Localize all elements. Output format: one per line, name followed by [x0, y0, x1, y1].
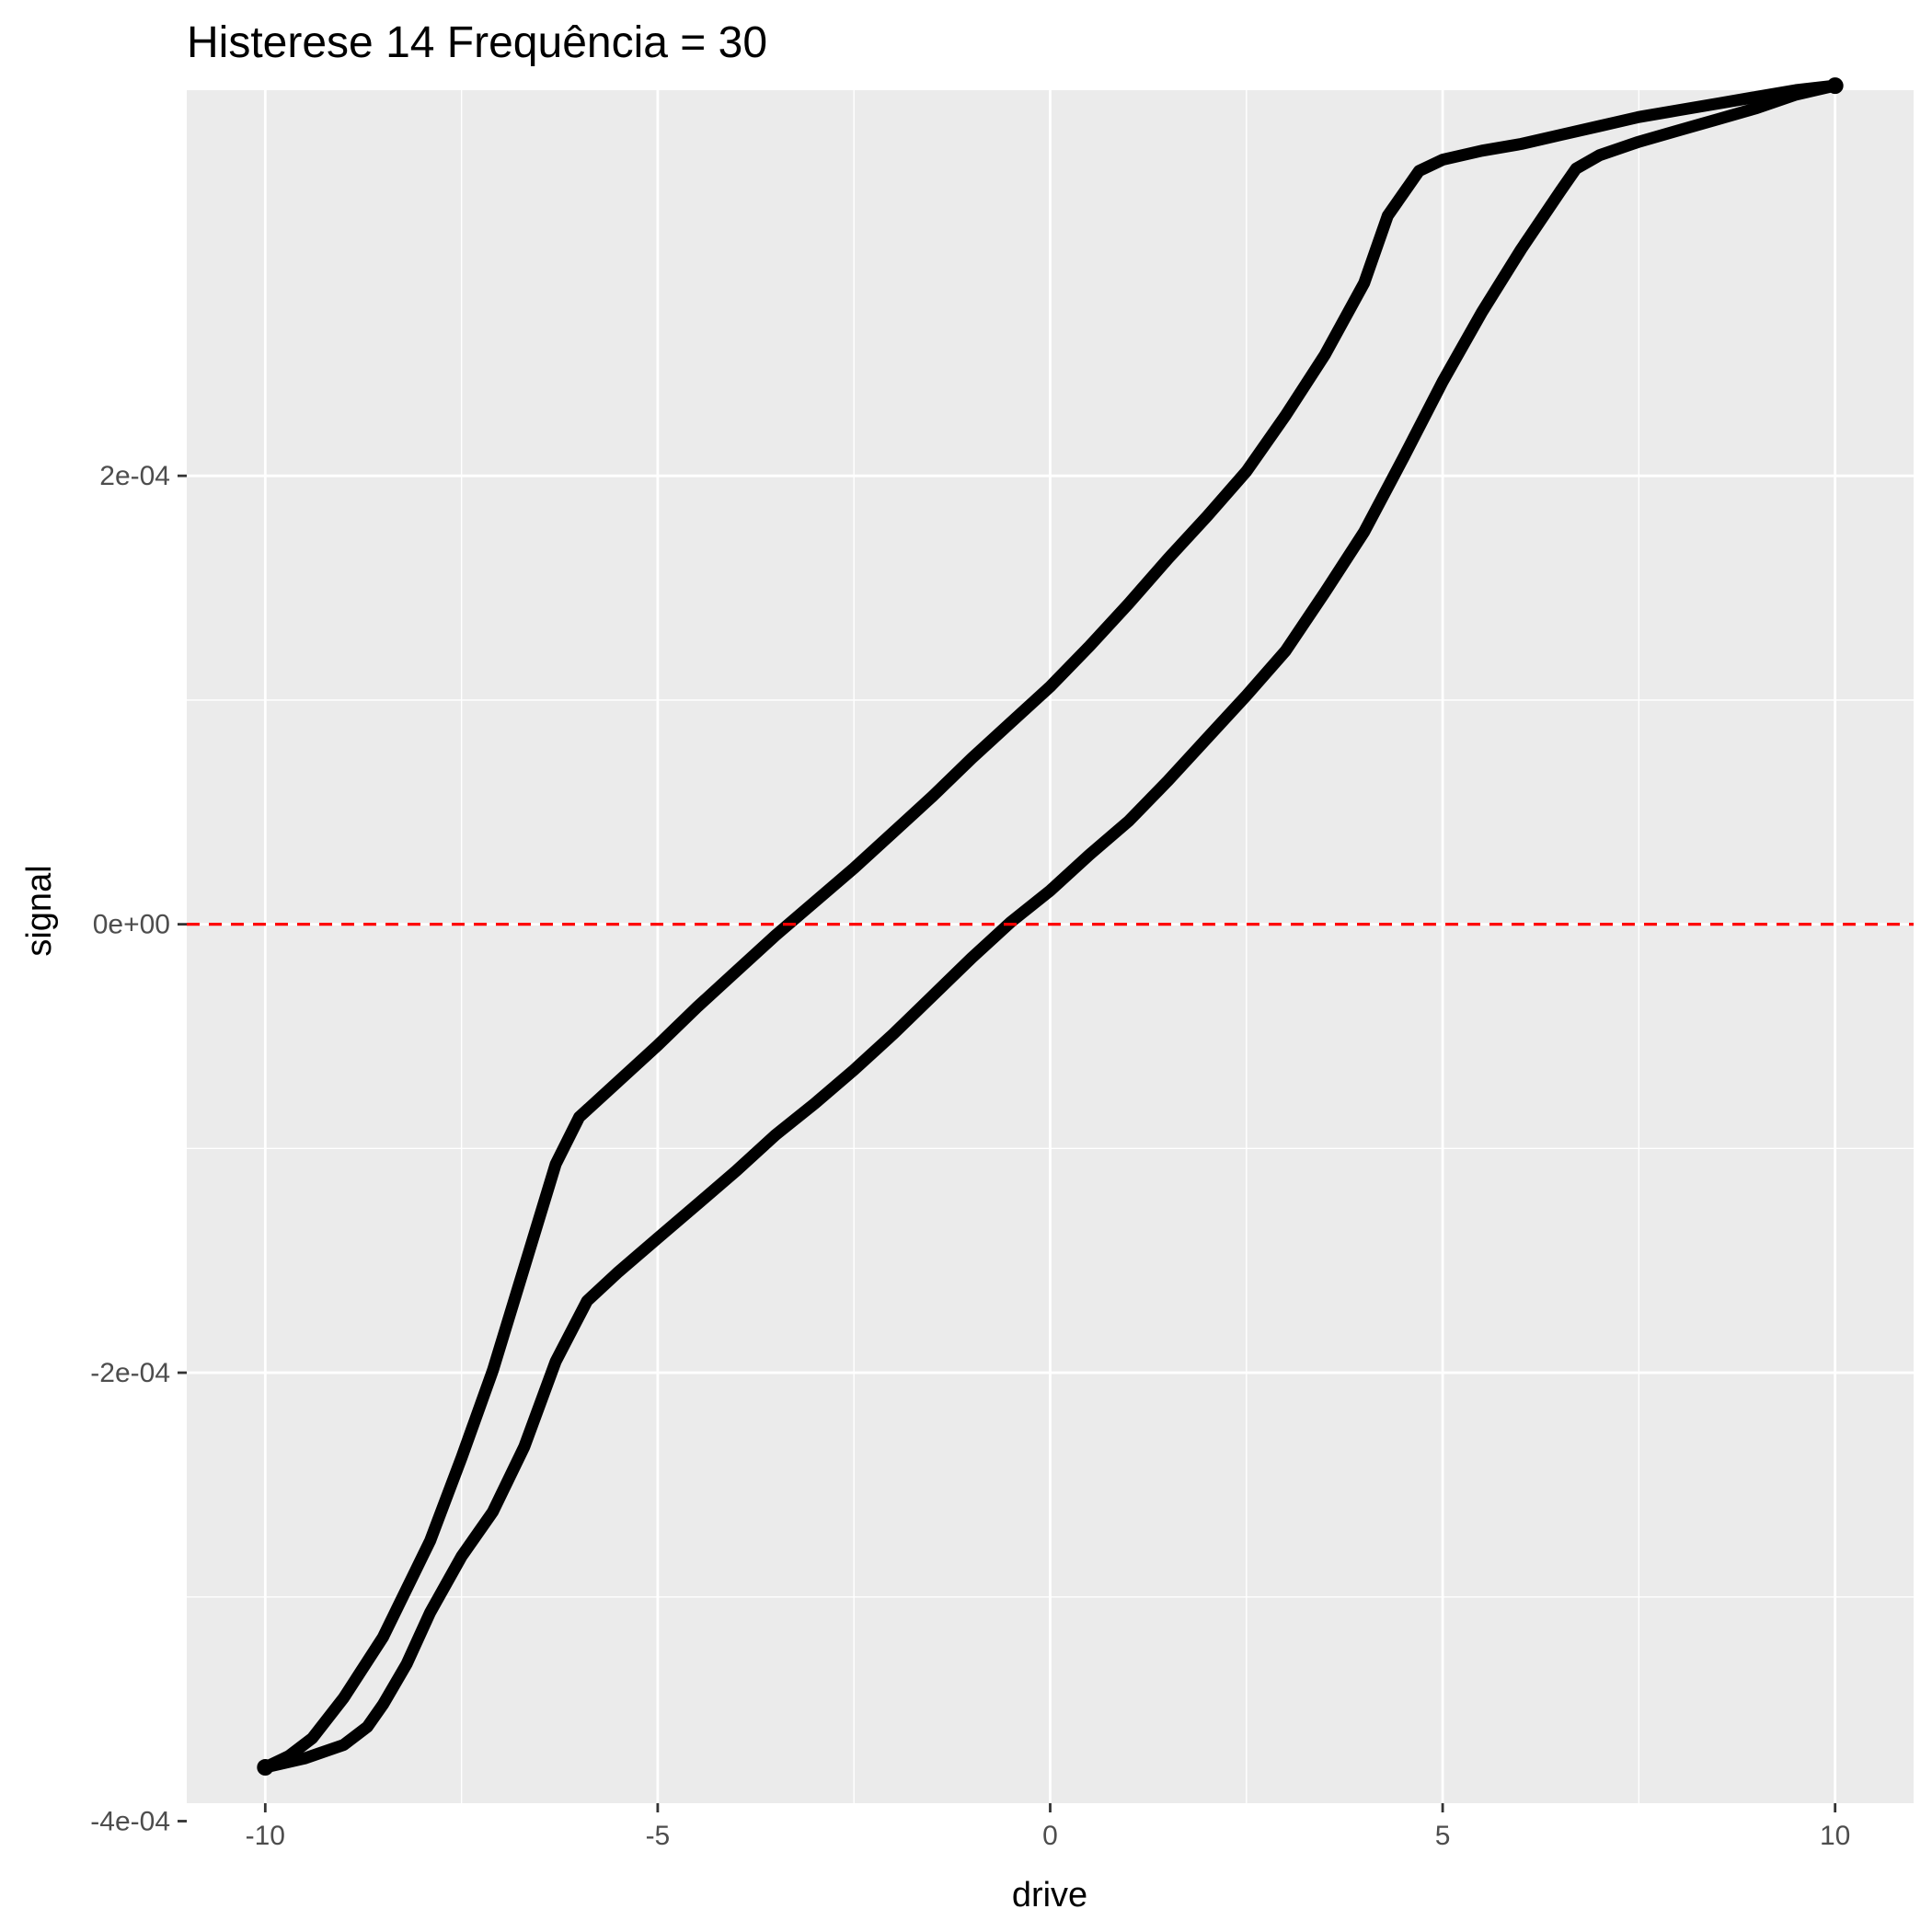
series-end-point [1826, 77, 1844, 95]
x-tick-label: 5 [1435, 1821, 1451, 1851]
x-axis: -10 -5 0 5 10 [246, 1803, 1850, 1851]
y-tick-label: 0e+00 [93, 910, 170, 940]
x-tick-label: 0 [1042, 1821, 1058, 1851]
chart-title: Histerese 14 Frequência = 30 [187, 18, 767, 67]
y-tick-label: 2e-04 [99, 461, 170, 491]
y-axis-title: signal [20, 865, 59, 956]
y-axis: -4e-04 -2e-04 0e+00 2e-04 [90, 461, 187, 1836]
y-tick-label: -4e-04 [90, 1806, 170, 1836]
series-start-point [257, 1759, 274, 1777]
series-layer [257, 77, 1844, 1777]
x-tick-label: -5 [646, 1821, 671, 1851]
y-tick-label: -2e-04 [90, 1358, 170, 1388]
series-line-1 [259, 79, 1842, 1774]
x-tick-label: 10 [1820, 1821, 1850, 1851]
series-line-2 [259, 79, 1842, 1774]
x-axis-title: drive [1012, 1876, 1087, 1915]
x-tick-label: -10 [246, 1821, 285, 1851]
